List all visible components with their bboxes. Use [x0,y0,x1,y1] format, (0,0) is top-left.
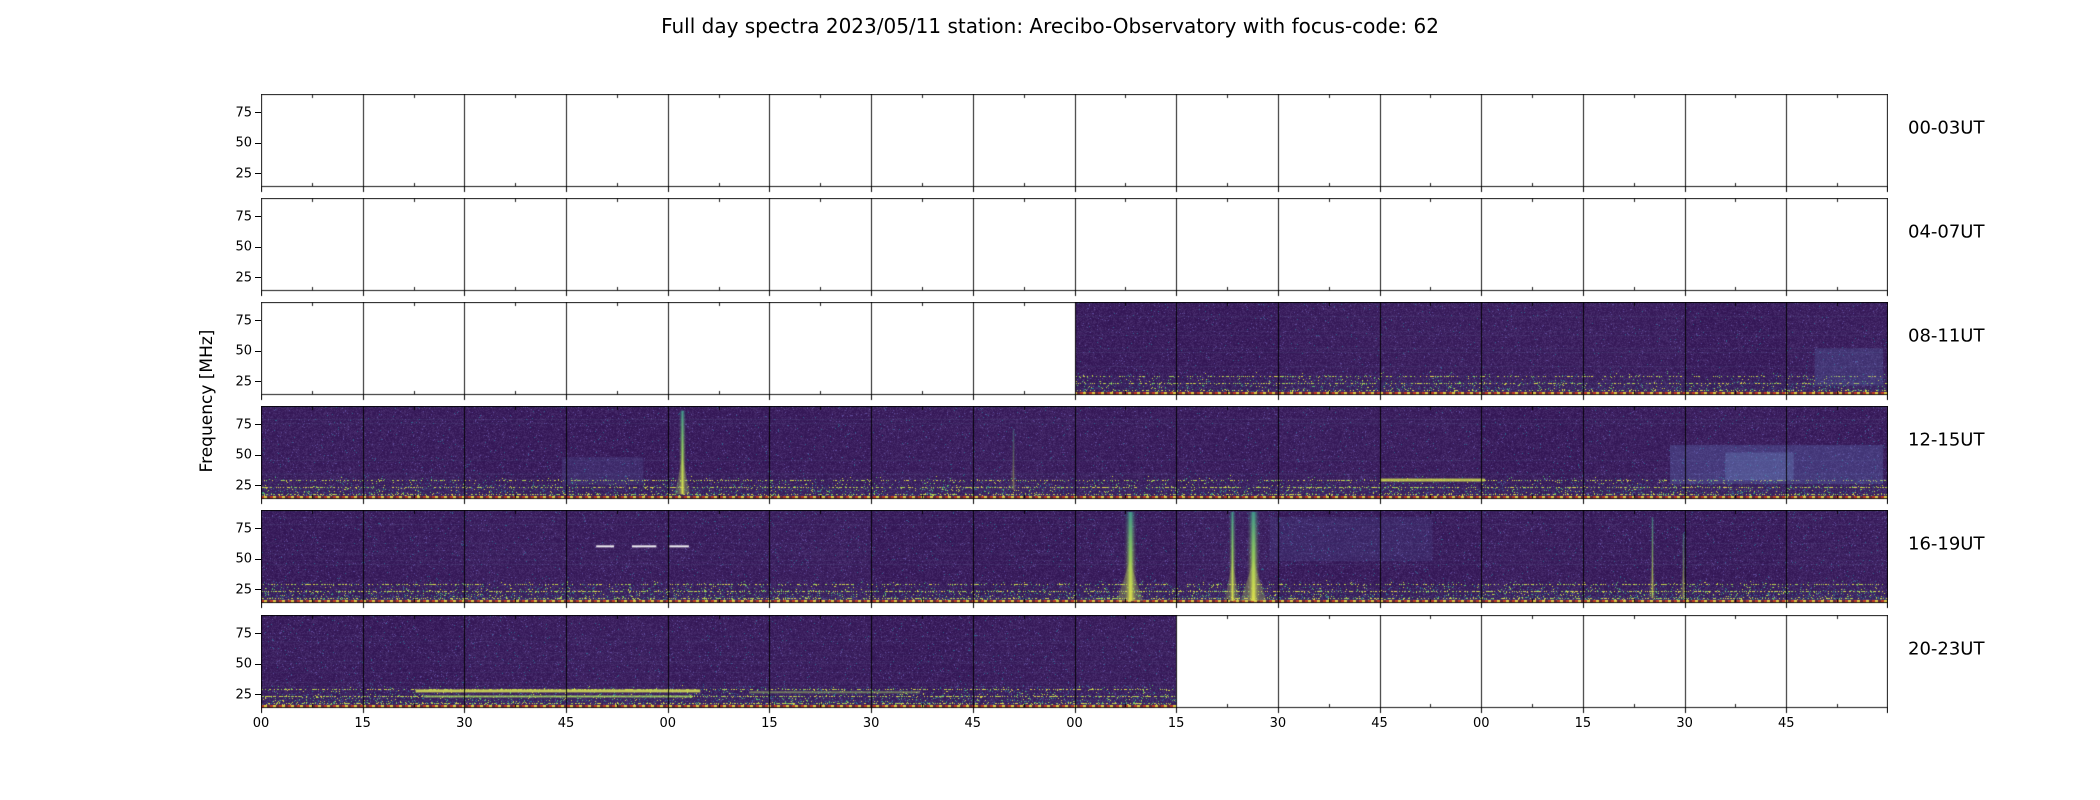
x-tick-label: 00 [659,716,677,731]
y-tick-label: 75 [235,626,252,642]
y-tick-label: 25 [235,374,252,390]
x-tick-label: 45 [557,716,575,731]
y-tick-label: 25 [235,582,252,598]
spectrogram-canvas [261,198,1888,297]
x-tick-label: 15 [1167,716,1185,731]
y-tick-mark [255,173,261,175]
spectrogram-canvas [261,615,1888,714]
spectrogram-row-08-11UT [261,302,1888,401]
x-tick-label: 00 [252,716,270,731]
y-tick-mark [255,381,261,383]
spectrogram-canvas [261,302,1888,401]
y-tick-label: 75 [235,521,252,537]
x-tick-label: 15 [354,716,371,731]
x-tick-label: 30 [862,716,880,731]
y-tick-label: 25 [235,166,252,182]
row-time-label: 00-03UT [1908,117,1985,139]
x-tick-label: 30 [1676,716,1693,731]
spectrogram-row-20-23UT [261,615,1888,714]
y-tick-mark [255,424,261,426]
y-tick-mark [255,350,261,352]
spectrogram-canvas [261,94,1888,193]
x-tick-label: 15 [1574,716,1592,731]
y-tick-mark [255,320,261,322]
y-tick-mark [255,589,261,591]
y-tick-label: 25 [235,478,252,494]
y-tick-label: 50 [235,447,252,463]
y-tick-label: 50 [235,656,252,672]
y-tick-label: 75 [235,105,252,121]
y-tick-label: 75 [235,209,252,225]
y-tick-label: 50 [235,551,252,567]
chart-title: Full day spectra 2023/05/11 station: Are… [661,14,1439,38]
x-tick-label: 00 [1066,716,1083,731]
y-tick-label: 75 [235,417,252,433]
y-tick-mark [255,694,261,696]
spectrogram-row-16-19UT [261,510,1888,609]
spectrogram-canvas [261,510,1888,609]
y-tick-label: 25 [235,270,252,286]
row-time-label: 16-19UT [1908,533,1985,555]
y-tick-mark [255,633,261,635]
y-tick-label: 50 [235,135,252,151]
y-tick-label: 50 [235,343,252,359]
y-tick-mark [255,216,261,218]
x-tick-label: 45 [1778,716,1795,731]
y-tick-mark [255,485,261,487]
y-tick-mark [255,277,261,279]
spectrogram-canvas [261,406,1888,505]
spectrogram-row-12-15UT [261,406,1888,505]
y-tick-mark [255,663,261,665]
y-tick-mark [255,454,261,456]
x-tick-label: 15 [761,716,778,731]
x-tick-label: 00 [1472,716,1490,731]
y-tick-mark [255,112,261,114]
y-tick-mark [255,528,261,530]
y-tick-label: 25 [235,687,252,703]
spectrogram-row-04-07UT [261,198,1888,297]
row-time-label: 08-11UT [1908,325,1985,347]
x-tick-label: 45 [1371,716,1388,731]
y-tick-mark [255,558,261,560]
row-time-label: 12-15UT [1908,429,1985,451]
row-time-label: 20-23UT [1908,638,1985,660]
y-tick-label: 50 [235,239,252,255]
y-tick-mark [255,246,261,248]
x-tick-label: 30 [456,716,473,731]
y-tick-mark [255,142,261,144]
x-tick-label: 30 [1269,716,1287,731]
y-tick-label: 75 [235,313,252,329]
x-tick-label: 45 [964,716,982,731]
spectrogram-row-00-03UT [261,94,1888,193]
row-time-label: 04-07UT [1908,221,1985,243]
